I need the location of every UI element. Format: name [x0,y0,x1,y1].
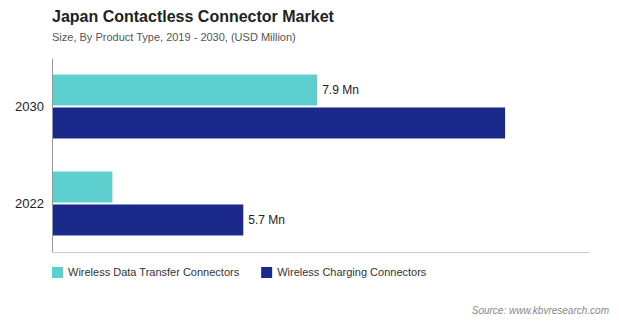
bar [52,75,317,106]
y-tick-label: 2030 [15,99,44,114]
y-tick: 2022 [15,196,52,211]
y-axis: 2030 2022 [15,59,52,253]
legend-swatch [261,267,272,278]
legend-label: Wireless Charging Connectors [277,266,427,278]
data-label: 7.9 Mn [322,83,359,97]
legend-label: Wireless Data Transfer Connectors [68,266,240,278]
y-tick-label: 2022 [15,196,44,211]
series [52,75,317,203]
bar [52,107,505,138]
x-axis [53,252,590,253]
y-axis-line [52,59,53,253]
legend: Wireless Data Transfer Connectors Wireles… [52,266,427,278]
data-labels: 7.9 Mn 5.7 Mn [248,83,359,227]
title: Japan Contactless Connector Market [52,8,335,25]
x-axis-line [53,252,590,253]
chart: Japan Contactless Connector Market Size, … [0,0,619,322]
legend-item: Wireless Charging Connectors [261,266,427,278]
legend-swatch [52,267,63,278]
source: Source: www.kbvresearch.com [472,305,609,316]
bar [52,204,243,235]
bar [52,172,112,203]
y-tick: 2030 [15,99,52,114]
data-label: 5.7 Mn [248,213,285,227]
plot: 2030 2022 7.9 Mn 5.7 Mn [15,59,589,253]
subtitle: Size, By Product Type, 2019 - 2030, (USD… [52,31,296,43]
series [52,107,505,235]
bars [52,75,505,236]
legend-item: Wireless Data Transfer Connectors [52,266,240,278]
